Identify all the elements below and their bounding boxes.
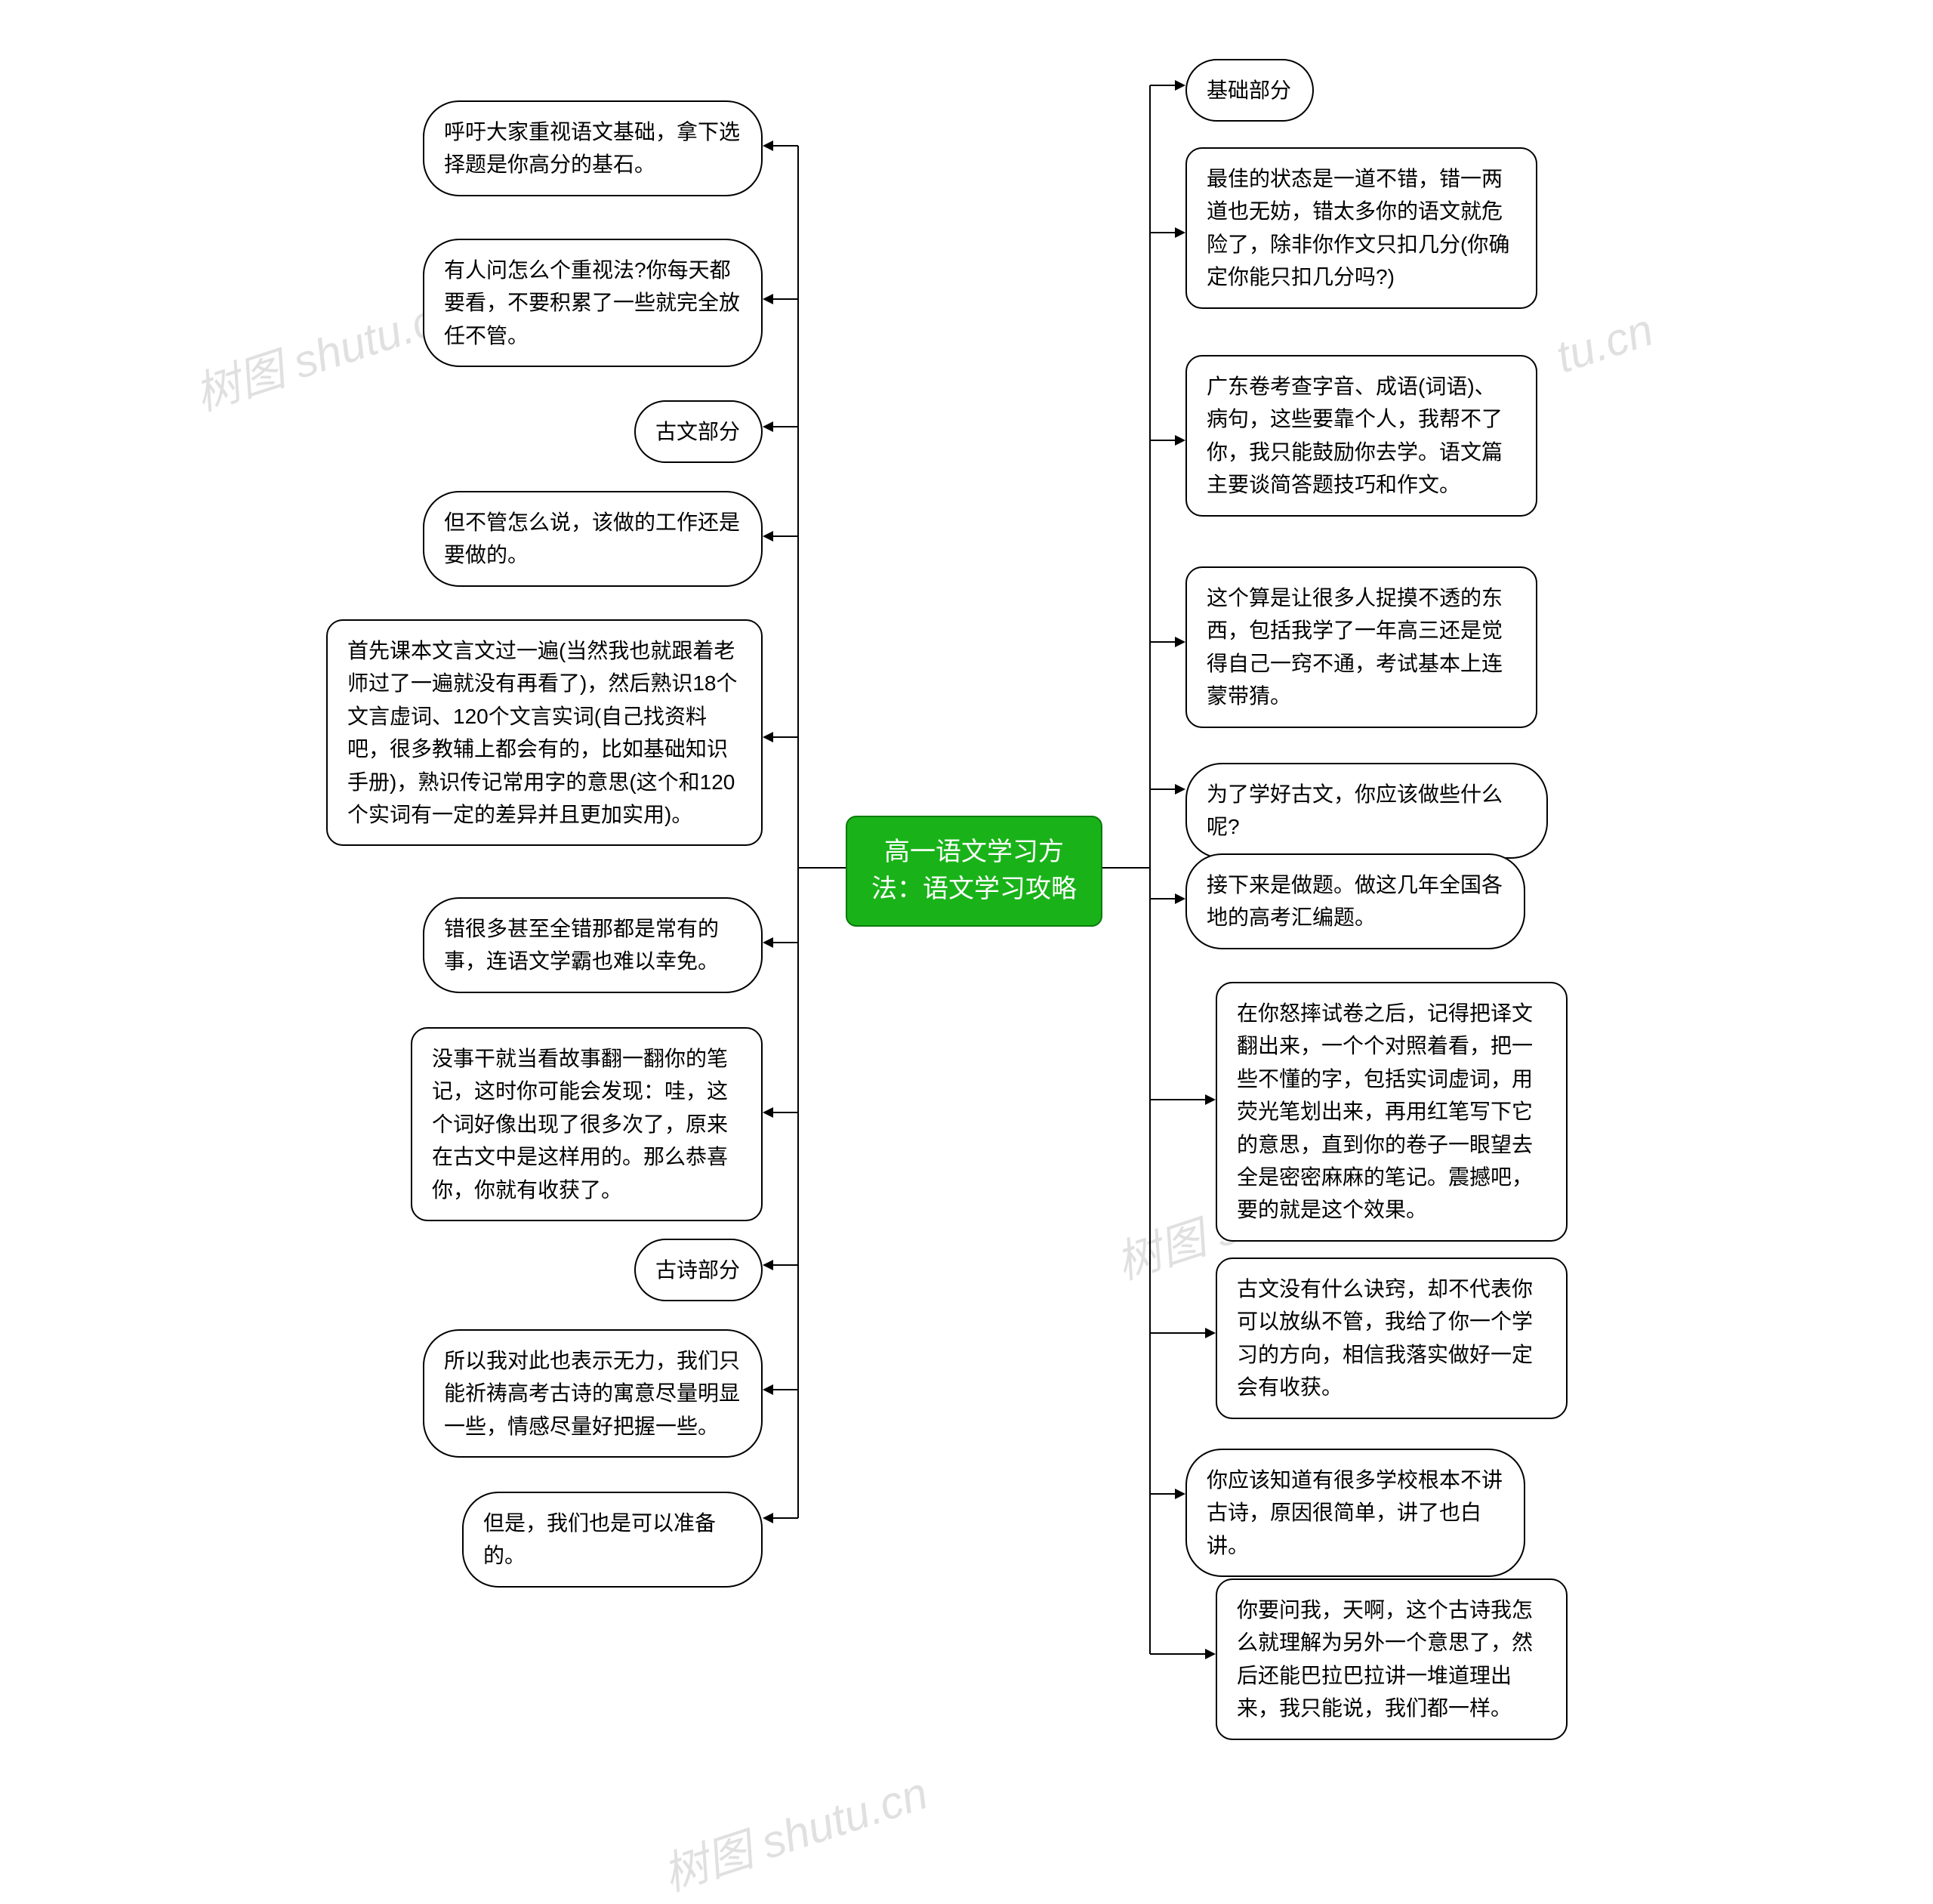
node-right: 基础部分 bbox=[1185, 59, 1314, 122]
node-right: 接下来是做题。做这几年全国各地的高考汇编题。 bbox=[1185, 853, 1525, 949]
node-right: 广东卷考查字音、成语(词语)、病句，这些要靠个人，我帮不了你，我只能鼓励你去学。… bbox=[1185, 355, 1537, 517]
node-left: 古诗部分 bbox=[634, 1239, 763, 1301]
node-right: 你要问我，天啊，这个古诗我怎么就理解为另外一个意思了，然后还能巴拉巴拉讲一堆道理… bbox=[1216, 1578, 1568, 1740]
node-right: 这个算是让很多人捉摸不透的东西，包括我学了一年高三还是觉得自己一窍不通，考试基本… bbox=[1185, 566, 1537, 728]
node-left: 呼吁大家重视语文基础，拿下选择题是你高分的基石。 bbox=[423, 100, 763, 196]
node-right: 你应该知道有很多学校根本不讲古诗，原因很简单，讲了也白讲。 bbox=[1185, 1449, 1525, 1577]
node-left: 错很多甚至全错那都是常有的事，连语文学霸也难以幸免。 bbox=[423, 897, 763, 993]
node-left: 但是，我们也是可以准备的。 bbox=[462, 1492, 763, 1588]
node-right: 最佳的状态是一道不错，错一两道也无妨，错太多你的语文就危险了，除非你作文只扣几分… bbox=[1185, 147, 1537, 309]
mindmap-canvas: 树图 shutu.cn 树图 shutu.cn 树图 shutu.cn tu.c… bbox=[0, 0, 1933, 1854]
node-left: 但不管怎么说，该做的工作还是要做的。 bbox=[423, 491, 763, 587]
node-right: 古文没有什么诀窍，却不代表你可以放纵不管，我给了你一个学习的方向，相信我落实做好… bbox=[1216, 1258, 1568, 1419]
node-left: 所以我对此也表示无力，我们只能祈祷高考古诗的寓意尽量明显一些，情感尽量好把握一些… bbox=[423, 1329, 763, 1458]
center-node: 高一语文学习方法：语文学习攻略 bbox=[846, 816, 1102, 927]
watermark: tu.cn bbox=[1550, 304, 1660, 384]
node-left: 有人问怎么个重视法?你每天都要看，不要积累了一些就完全放任不管。 bbox=[423, 239, 763, 367]
watermark: 树图 shutu.cn bbox=[653, 1757, 935, 1904]
connector-layer bbox=[0, 0, 1933, 1854]
node-left: 首先课本文言文过一遍(当然我也就跟着老师过了一遍就没有再看了)，然后熟识18个文… bbox=[326, 619, 763, 846]
node-left: 古文部分 bbox=[634, 400, 763, 463]
node-left: 没事干就当看故事翻一翻你的笔记，这时你可能会发现：哇，这个词好像出现了很多次了，… bbox=[411, 1027, 763, 1221]
node-right: 在你怒摔试卷之后，记得把译文翻出来，一个个对照着看，把一些不懂的字，包括实词虚词… bbox=[1216, 982, 1568, 1242]
node-right: 为了学好古文，你应该做些什么呢? bbox=[1185, 763, 1548, 859]
